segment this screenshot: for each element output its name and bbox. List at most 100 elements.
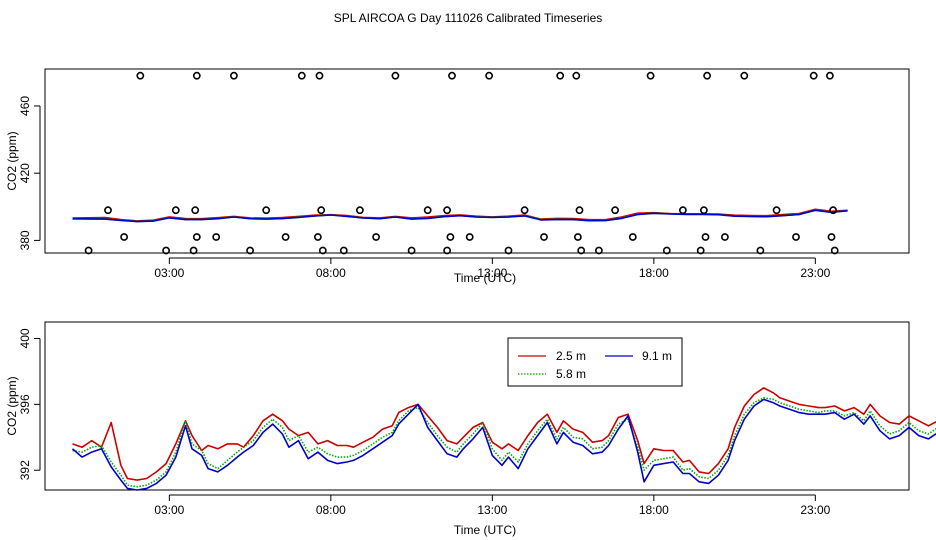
scatter-point — [315, 71, 324, 80]
scatter-point — [192, 233, 201, 241]
scatter-point — [212, 233, 221, 241]
chart-title: SPL AIRCOA G Day 111026 Calibrated Times… — [334, 11, 603, 25]
scatter-point — [192, 71, 201, 80]
scatter-point — [809, 71, 818, 80]
scatter-point — [577, 246, 586, 255]
scatter-point — [84, 246, 93, 255]
legend-label-5-8m: 5.8 m — [556, 367, 586, 381]
top-x-axis-label: Time (UTC) — [454, 271, 516, 285]
bottom-x-tick-label: 23:00 — [800, 503, 830, 517]
scatter-point — [628, 233, 637, 241]
scatter-point — [696, 246, 705, 255]
scatter-point — [829, 206, 837, 215]
bottom-y-tick-label: 400 — [18, 328, 32, 348]
scatter-point — [679, 206, 687, 215]
top-plot-frame — [44, 68, 910, 254]
legend-label-9-1m: 9.1 m — [642, 349, 672, 363]
scatter-point — [504, 246, 513, 255]
scatter-point — [443, 206, 451, 215]
scatter-point — [281, 233, 290, 241]
bottom-x-axis-label: Time (UTC) — [454, 523, 516, 537]
scatter-point — [391, 71, 400, 80]
scatter-point — [701, 233, 710, 241]
scatter-point — [297, 71, 306, 80]
scatter-point — [355, 206, 364, 215]
scatter-point — [611, 206, 619, 215]
scatter-point — [191, 206, 200, 215]
top-x-tick-label: 08:00 — [316, 266, 346, 280]
scatter-point — [520, 206, 529, 215]
scatter-point — [171, 206, 180, 215]
bottom-series-line-9-1-m — [71, 398, 936, 491]
scatter-point — [830, 246, 839, 255]
scatter-point — [246, 246, 254, 255]
scatter-point — [136, 71, 145, 80]
bottom-y-axis-label: CO2 (ppm) — [5, 376, 19, 435]
scatter-point — [423, 206, 432, 215]
top-series-lines — [72, 208, 848, 223]
scatter-point — [313, 233, 322, 241]
scatter-point — [792, 233, 800, 241]
scatter-point — [646, 71, 655, 80]
scatter-point — [407, 246, 416, 255]
scatter-point — [229, 71, 238, 80]
scatter-point — [465, 233, 474, 241]
top-series-line-9-1-m — [72, 209, 848, 223]
scatter-point — [317, 206, 326, 215]
scatter-point — [372, 233, 380, 241]
top-x-axis: 03:00 08:00 13:00 18:00 23:00 — [154, 257, 831, 280]
scatter-point — [740, 71, 749, 80]
scatter-point — [662, 246, 671, 255]
top-y-tick-label: 380 — [18, 230, 32, 250]
scatter-point — [446, 233, 455, 241]
scatter-point — [262, 206, 271, 215]
top-scatter-points — [84, 71, 839, 255]
scatter-point — [575, 206, 584, 215]
scatter-point — [595, 246, 603, 255]
top-y-tick-label: 420 — [18, 163, 32, 183]
scatter-point — [104, 206, 112, 215]
top-y-axis-label: CO2 (ppm) — [5, 131, 19, 190]
bottom-series-line-5-8-m — [72, 396, 936, 488]
scatter-point — [448, 71, 456, 80]
scatter-point — [721, 233, 729, 241]
bottom-y-tick-label: 396 — [18, 394, 32, 414]
bottom-y-axis: 392 396 400 — [18, 328, 41, 480]
scatter-point — [574, 233, 582, 241]
bottom-x-tick-label: 03:00 — [154, 503, 184, 517]
bottom-x-axis: 03:00 08:00 13:00 18:00 23:00 — [154, 494, 831, 517]
scatter-point — [189, 246, 198, 255]
scatter-point — [826, 71, 834, 80]
scatter-point — [700, 206, 708, 215]
bottom-series-lines — [71, 387, 936, 491]
scatter-point — [572, 71, 581, 80]
legend-label-2-5m: 2.5 m — [556, 349, 586, 363]
bottom-series-line-2-5-m — [72, 387, 936, 481]
top-y-tick-label: 460 — [18, 96, 32, 116]
scatter-point — [318, 246, 327, 255]
top-x-tick-label: 03:00 — [154, 266, 184, 280]
bottom-y-tick-label: 392 — [18, 460, 32, 480]
legend-box — [507, 337, 683, 387]
scatter-point — [540, 233, 548, 241]
top-x-tick-label: 13:00 — [477, 266, 507, 280]
bottom-x-tick-label: 13:00 — [477, 503, 507, 517]
bottom-x-tick-label: 08:00 — [316, 503, 346, 517]
scatter-point — [556, 71, 565, 80]
scatter-point — [772, 206, 781, 215]
scatter-point — [827, 233, 836, 241]
bottom-panel: 03:00 08:00 13:00 18:00 23:00 392 396 400 Time… — [5, 321, 936, 537]
top-panel: 03:00 08:00 13:00 18:00 23:00 380 420 460 Time… — [5, 68, 910, 285]
top-x-tick-label: 23:00 — [800, 266, 830, 280]
top-x-tick-label: 18:00 — [639, 266, 669, 280]
scatter-point — [756, 246, 765, 255]
bottom-plot-frame — [44, 321, 910, 491]
scatter-point — [339, 246, 348, 255]
top-y-axis: 380 420 460 — [18, 96, 41, 250]
scatter-point — [120, 233, 128, 241]
scatter-point — [485, 71, 493, 80]
bottom-x-tick-label: 18:00 — [639, 503, 669, 517]
scatter-point — [703, 71, 711, 80]
scatter-point — [162, 246, 170, 255]
